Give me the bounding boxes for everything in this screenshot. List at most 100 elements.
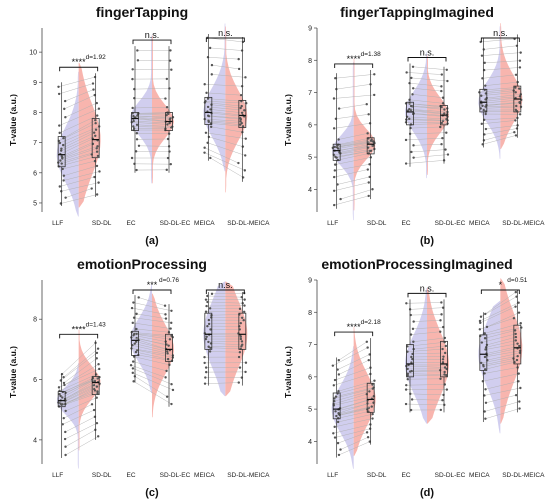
data-point [238,307,242,311]
y-tick-label: 6 [33,377,37,384]
data-point [95,193,99,196]
data-point [518,344,521,348]
data-point [131,77,134,81]
pair-line [207,301,243,304]
y-tick-label: 8 [308,58,312,65]
data-point [334,410,337,413]
data-point [205,304,208,308]
data-point [517,301,520,304]
x-tick-label: SD-DL [367,472,387,479]
pair-line [410,132,447,135]
pair-line [338,341,367,361]
data-point [337,358,340,362]
x-tick-label: SD-DL-MEICA [227,472,270,479]
data-point [208,307,212,310]
pair-line [405,122,442,124]
data-point [439,377,442,380]
data-point [482,108,485,112]
violin-right [500,23,523,150]
data-point [240,316,244,319]
data-point [169,327,172,330]
data-point [93,379,97,383]
data-point [94,428,97,432]
data-point [61,396,64,399]
data-point [64,196,67,199]
data-point [57,85,60,88]
data-point [404,402,408,406]
x-tick-label: MEICA [469,220,490,227]
data-point [441,398,444,402]
pair-line [211,126,243,133]
data-point [98,170,101,173]
data-point [336,420,340,424]
data-point [332,432,335,435]
pair-line [59,108,99,126]
data-point [484,127,488,131]
data-point [165,77,169,81]
pair-line [61,140,98,157]
data-point [61,423,64,426]
data-point [478,328,482,331]
data-point [209,156,212,160]
violin-left [130,284,152,394]
data-point [166,357,170,361]
data-point [239,93,243,97]
y-tick-label: 6 [308,374,312,381]
data-point [440,301,443,304]
pair-line [204,147,239,164]
data-point [441,347,444,351]
data-point [411,65,415,68]
data-point [367,181,370,184]
pair-line [406,72,442,75]
pair-line [335,74,375,79]
box [479,88,488,113]
pair-line [63,348,99,378]
data-point [133,342,136,345]
pair-line [409,82,442,87]
pair-line [208,106,245,111]
pair-line [132,107,168,109]
y-axis-label: T-value (a.u.) [283,346,293,398]
pair-line [484,60,520,64]
data-point [514,134,518,137]
data-point [517,380,520,383]
x-tick-label: LLF [52,472,63,479]
data-point [405,383,408,387]
pair-line [487,352,520,361]
data-point [204,337,208,341]
data-point [239,116,242,120]
y-axis-label: T-value (a.u.) [8,346,18,398]
pair-line [211,104,241,109]
panel-label: (d) [420,487,434,499]
box [513,324,522,365]
data-point [337,412,340,415]
pair-line [138,339,167,350]
data-point [170,68,173,71]
data-point [367,358,370,362]
pair-line [486,312,520,328]
pair-line [59,83,94,95]
x-tick-label: SD-DL [367,220,387,227]
pair-line [485,291,516,315]
pair-line [61,182,99,192]
x-tick-label: SD-DL-MEICA [502,472,545,479]
data-point [206,114,210,117]
violin-right [152,35,174,184]
effect-size-label: d=1.43 [86,321,106,328]
pair-line [412,326,444,330]
effect-size-label: d=1.38 [361,51,381,58]
data-point [240,121,243,125]
pair-line [65,188,92,198]
data-point [482,48,485,51]
pair-line [406,103,441,107]
pair-line [333,94,375,99]
data-point [243,310,246,314]
data-point [515,44,519,47]
y-tick-label: 7 [308,342,312,349]
data-point [405,71,408,74]
data-point [94,373,98,376]
x-tick-label: MEICA [469,472,490,479]
pair-line [485,361,515,370]
data-point [129,363,133,367]
pair-line [65,388,95,405]
